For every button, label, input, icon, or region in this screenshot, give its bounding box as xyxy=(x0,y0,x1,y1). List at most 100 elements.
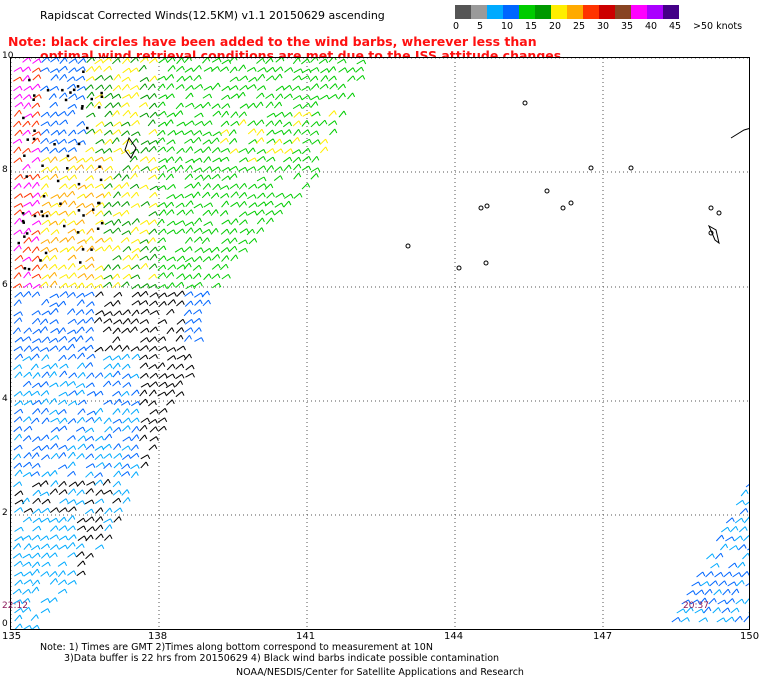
wind-barb xyxy=(103,264,112,272)
wind-barb xyxy=(104,110,113,118)
wind-barb xyxy=(710,562,720,569)
wind-barb xyxy=(139,219,150,225)
wind-barb xyxy=(185,158,195,164)
wind-barb xyxy=(167,355,177,361)
contamination-marker xyxy=(42,195,46,198)
wind-barb xyxy=(31,220,42,226)
wind-barb xyxy=(139,362,149,369)
wind-barb xyxy=(85,273,95,281)
credit-line: NOAA/NESDIS/Center for Satellite Applica… xyxy=(236,667,524,678)
wind-barb xyxy=(219,137,229,144)
wind-barb xyxy=(23,624,33,629)
wind-barb xyxy=(49,382,59,388)
wind-barb xyxy=(84,427,95,433)
wind-barb xyxy=(13,462,23,469)
wind-barb xyxy=(185,284,196,290)
wind-barb xyxy=(22,120,31,128)
lat-label-6: 6 xyxy=(2,280,8,290)
colorbar-label: >50 knots xyxy=(693,21,743,32)
wind-barb xyxy=(211,103,221,109)
wind-barb xyxy=(310,173,319,180)
wind-barb xyxy=(12,588,22,595)
wind-barb xyxy=(77,273,87,279)
wind-barb xyxy=(85,417,95,423)
wind-barb xyxy=(347,92,356,100)
island-outline xyxy=(544,188,550,194)
wind-barb xyxy=(337,92,346,100)
wind-barb xyxy=(67,353,77,360)
wind-barb xyxy=(67,579,77,586)
wind-barb xyxy=(176,273,186,280)
wind-barb xyxy=(130,274,141,280)
wind-barb xyxy=(77,239,87,245)
wind-barb xyxy=(238,111,247,118)
wind-barb xyxy=(112,390,122,397)
wind-barb xyxy=(202,256,212,263)
wind-barb xyxy=(203,221,214,227)
lon-label-144: 144 xyxy=(444,631,464,642)
wind-barb xyxy=(131,218,140,225)
wind-barb xyxy=(275,111,285,118)
wind-barb xyxy=(301,183,311,190)
wind-barb xyxy=(94,544,105,550)
wind-barb xyxy=(14,336,24,343)
wind-barb xyxy=(292,156,302,163)
footer-line-1: Note: 1) Times are GMT 2)Times along bot… xyxy=(40,642,433,653)
wind-barb xyxy=(328,66,337,73)
wind-barb xyxy=(59,417,68,425)
wind-barb xyxy=(76,292,86,299)
wind-barb xyxy=(50,68,60,74)
wind-barb xyxy=(255,137,265,144)
wind-barb xyxy=(238,182,248,190)
wind-barb xyxy=(131,300,141,306)
wind-barb xyxy=(57,570,66,578)
colorbar-segment xyxy=(471,5,487,19)
wind-barb xyxy=(30,236,40,243)
wind-barb xyxy=(292,95,303,101)
wind-barb xyxy=(202,101,211,109)
wind-barb xyxy=(77,443,87,450)
wind-barb xyxy=(41,274,51,280)
wind-barb xyxy=(49,517,59,523)
wind-barb xyxy=(310,121,320,128)
wind-barb xyxy=(157,255,167,262)
wind-barb xyxy=(41,310,51,316)
wind-barb xyxy=(176,228,186,235)
wind-barb xyxy=(84,362,94,369)
wind-barb xyxy=(148,202,159,208)
wind-barb xyxy=(221,255,230,262)
island-outline xyxy=(628,165,634,171)
wind-barb xyxy=(68,390,78,396)
colorbar-label: 35 xyxy=(621,21,634,32)
wind-barb xyxy=(193,327,202,334)
colorbar-segment xyxy=(599,5,615,19)
wind-barb xyxy=(266,192,275,199)
wind-barb xyxy=(147,400,157,407)
island-outline xyxy=(716,210,722,216)
colorbar-segment xyxy=(615,5,631,19)
wind-barb xyxy=(12,552,23,559)
contamination-marker xyxy=(28,78,31,82)
wind-barb xyxy=(49,470,58,477)
wind-barb xyxy=(704,588,713,596)
wind-barb xyxy=(76,202,86,209)
wind-barb xyxy=(111,273,121,280)
wind-barb xyxy=(13,85,23,92)
wind-barb xyxy=(274,148,284,154)
wind-barb xyxy=(50,229,60,236)
wind-barb xyxy=(31,353,40,360)
wind-barb xyxy=(328,75,337,82)
wind-barb xyxy=(202,209,212,216)
wind-barb xyxy=(176,354,187,360)
wind-barb xyxy=(230,191,239,198)
wind-barb xyxy=(219,210,229,217)
wind-barb xyxy=(729,545,739,551)
colorbar-label: 5 xyxy=(477,21,484,32)
wind-barb xyxy=(67,138,78,144)
wind-barb xyxy=(112,264,121,271)
wind-barb xyxy=(203,85,214,91)
wind-barb xyxy=(194,103,204,110)
wind-barb xyxy=(59,183,68,190)
wind-barb xyxy=(31,452,40,459)
wind-barb xyxy=(148,211,158,217)
